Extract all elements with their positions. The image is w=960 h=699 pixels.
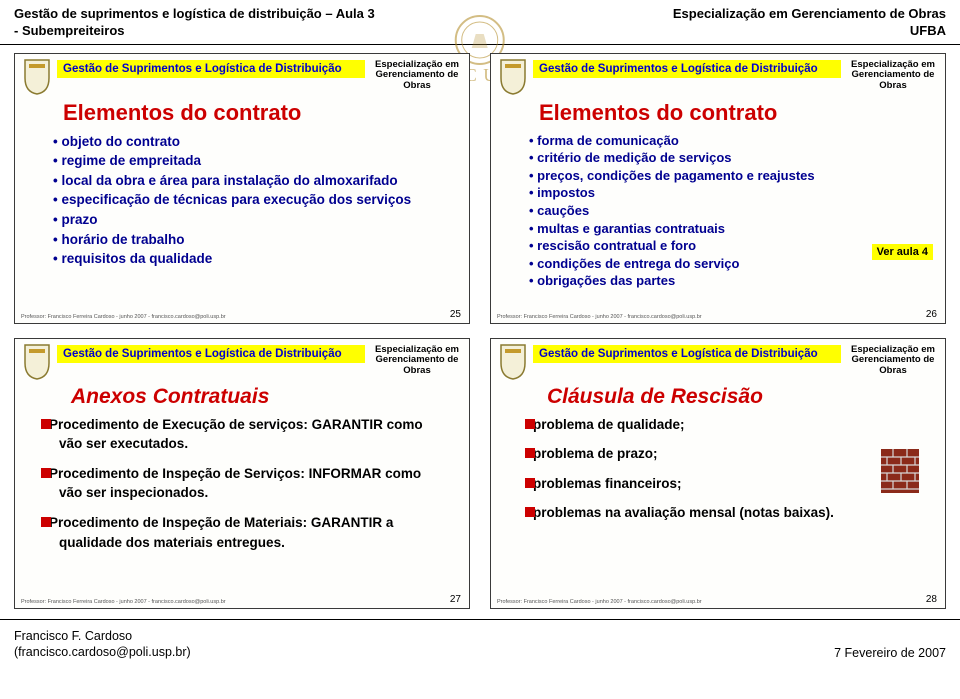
- bullet-item: Procedimento de Execução de serviços: GA…: [41, 415, 443, 454]
- slide-number: 26: [926, 309, 937, 320]
- brick-wall-icon: [881, 449, 919, 493]
- footer-page-info: 7 Fevereiro de 2007: [834, 646, 946, 660]
- bullet-item: condições de entrega do serviço: [539, 255, 927, 273]
- header-left-line1: Gestão de suprimentos e logística de dis…: [14, 6, 375, 23]
- bullet-item: critério de medição de serviços: [539, 149, 927, 167]
- bullet-item: local da obra e área para instalação do …: [63, 171, 451, 191]
- bullet-item: forma de comunicação: [539, 132, 927, 150]
- bullet-item: obrigações das partes: [539, 272, 927, 290]
- bullet-list: Procedimento de Execução de serviços: GA…: [41, 415, 443, 552]
- slide-title: Anexos Contratuais: [15, 381, 469, 415]
- bullet-item: preços, condições de pagamento e reajust…: [539, 167, 927, 185]
- ver-aula-badge: Ver aula 4: [872, 244, 933, 260]
- square-bullet-icon: [525, 478, 535, 488]
- slide-title: Elementos do contrato: [15, 96, 469, 132]
- square-bullet-icon: [41, 517, 51, 527]
- slide-27: Gestão de Suprimentos e Logística de Dis…: [14, 338, 470, 609]
- shield-icon: [21, 58, 53, 96]
- bullet-item: problemas financeiros;: [525, 474, 875, 494]
- slide-number: 25: [450, 309, 461, 320]
- slide-footer: Professor: Francisco Ferreira Cardoso - …: [21, 599, 226, 605]
- bullet-item: horário de trabalho: [63, 230, 451, 250]
- bullet-item: requisitos da qualidade: [63, 249, 451, 269]
- square-bullet-icon: [525, 448, 535, 458]
- shield-icon: [497, 58, 529, 96]
- bullet-item: prazo: [63, 210, 451, 230]
- header-right-line1: Especialização em Gerenciamento de Obras: [673, 6, 946, 23]
- slide-25: Gestão de Suprimentos e Logística de Dis…: [14, 53, 470, 324]
- bullet-item: objeto do contrato: [63, 132, 451, 152]
- bullet-item: regime de empreitada: [63, 151, 451, 171]
- subject-bar: Gestão de Suprimentos e Logística de Dis…: [57, 345, 365, 363]
- shield-icon: [497, 343, 529, 381]
- bullet-item: problema de qualidade;: [525, 415, 875, 435]
- bullet-item: especificação de técnicas para execução …: [63, 190, 451, 210]
- header-right-line2: UFBA: [673, 23, 946, 40]
- page-header: Gestão de suprimentos e logística de dis…: [0, 0, 960, 42]
- spec-label: Especialização em Gerenciamento de Obras: [371, 58, 463, 91]
- header-divider: [0, 44, 960, 45]
- bullet-item: problemas na avaliação mensal (notas bai…: [525, 503, 875, 523]
- subject-bar: Gestão de Suprimentos e Logística de Dis…: [533, 60, 841, 78]
- bullet-list: objeto do contrato regime de empreitada …: [63, 132, 451, 269]
- slide-footer: Professor: Francisco Ferreira Cardoso - …: [497, 599, 702, 605]
- slide-title: Cláusula de Rescisão: [491, 381, 945, 415]
- shield-icon: [21, 343, 53, 381]
- spec-label: Especialização em Gerenciamento de Obras: [371, 343, 463, 376]
- slide-footer: Professor: Francisco Ferreira Cardoso - …: [497, 314, 702, 320]
- bullet-item: impostos: [539, 184, 927, 202]
- bullet-list: problema de qualidade; problema de prazo…: [525, 415, 875, 523]
- subject-bar: Gestão de Suprimentos e Logística de Dis…: [533, 345, 841, 363]
- spec-label: Especialização em Gerenciamento de Obras: [847, 58, 939, 91]
- bullet-list: forma de comunicação critério de medição…: [539, 132, 927, 290]
- square-bullet-icon: [41, 468, 51, 478]
- slides-grid: Gestão de Suprimentos e Logística de Dis…: [0, 53, 960, 609]
- bullet-item: multas e garantias contratuais: [539, 220, 927, 238]
- square-bullet-icon: [525, 419, 535, 429]
- bullet-item: rescisão contratual e foro: [539, 237, 927, 255]
- slide-26: Gestão de Suprimentos e Logística de Dis…: [490, 53, 946, 324]
- slide-title: Elementos do contrato: [491, 96, 945, 132]
- slide-number: 28: [926, 594, 937, 605]
- footer-author-line2: (francisco.cardoso@poli.usp.br): [14, 644, 191, 660]
- bullet-item: Procedimento de Inspeção de Serviços: IN…: [41, 464, 443, 503]
- header-left-line2: - Subempreiteiros: [14, 23, 375, 40]
- square-bullet-icon: [41, 419, 51, 429]
- bullet-item: problema de prazo;: [525, 444, 875, 464]
- bullet-item: cauções: [539, 202, 927, 220]
- footer-divider: [0, 619, 960, 620]
- bullet-item: Procedimento de Inspeção de Materiais: G…: [41, 513, 443, 552]
- spec-label: Especialização em Gerenciamento de Obras: [847, 343, 939, 376]
- square-bullet-icon: [525, 507, 535, 517]
- slide-footer: Professor: Francisco Ferreira Cardoso - …: [21, 314, 226, 320]
- slide-28: Gestão de Suprimentos e Logística de Dis…: [490, 338, 946, 609]
- slide-number: 27: [450, 594, 461, 605]
- subject-bar: Gestão de Suprimentos e Logística de Dis…: [57, 60, 365, 78]
- footer-author-line1: Francisco F. Cardoso: [14, 628, 191, 644]
- page-footer: Francisco F. Cardoso (francisco.cardoso@…: [0, 622, 960, 661]
